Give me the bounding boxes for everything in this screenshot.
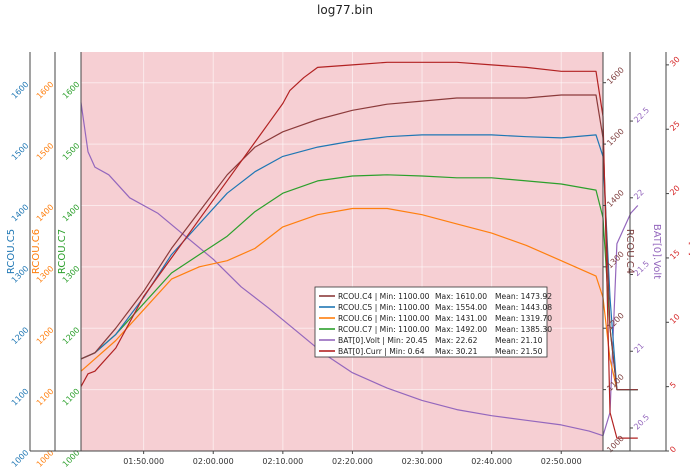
legend-max-3: Max: 1492.00 [435,325,487,334]
series-line-rcou-c6 [80,207,638,391]
tick-label-c4-4: 1400 [605,188,626,209]
axis-title-c7: RCOU.C7 [57,229,68,274]
chart-title: log77.bin [317,3,373,17]
tick-label-c6-5: 1500 [35,141,56,162]
tick-label-c7-4: 1400 [61,203,82,224]
tick-label-c6-6: 1600 [35,80,56,101]
tick-label-c5-1: 1100 [10,387,31,408]
tick-label-curr-2: 10 [668,312,682,326]
x-tick-label-0: 01:50.000 [123,457,164,466]
grid [81,52,603,452]
tick-label-volt-1: 21 [632,341,646,355]
axis-title-c6: RCOU.C6 [31,229,42,274]
tick-label-c7-6: 1600 [61,80,82,101]
legend[interactable]: RCOU.C4 | Min: 1100.00 Max: 1610.00 Mean: … [314,286,552,358]
legend-mean-0: Mean: 1473.92 [495,292,552,301]
tick-label-c4-5: 1500 [605,127,626,148]
tick-label-c7-2: 1200 [61,325,82,346]
tick-label-curr-3: 15 [668,248,682,262]
legend-max-5: Max: 30.21 [435,347,478,356]
tick-label-c5-5: 1500 [10,141,31,162]
tick-label-c5-4: 1400 [10,203,31,224]
tick-label-c5-0: 1000 [10,448,31,468]
series-line-rcou-c7 [80,174,638,391]
legend-max-1: Max: 1554.00 [435,303,487,312]
legend-label-1: RCOU.C5 | Min: 1100.00 [338,303,430,312]
tick-label-curr-0: 0 [668,445,678,455]
tick-label-curr-5: 25 [668,119,682,133]
legend-label-0: RCOU.C4 | Min: 1100.00 [338,292,430,301]
tick-label-c5-2: 1200 [10,325,31,346]
tick-label-c4-6: 1600 [605,65,626,86]
legend-label-3: RCOU.C7 | Min: 1100.00 [338,325,430,334]
tick-label-volt-3: 22 [632,188,646,202]
series-line-bat-0-curr [80,61,638,439]
x-tick-label-4: 02:30.000 [402,457,443,466]
x-axis: 01:50.000 02:00.000 02:10.000 02:20.000 02:3… [30,450,666,466]
legend-max-2: Max: 1431.00 [435,314,487,323]
legend-mean-3: Mean: 1385.30 [495,325,552,334]
tick-label-curr-4: 20 [668,184,682,198]
axis-title-c5: RCOU.C5 [6,229,17,274]
tick-label-c6-1: 1100 [35,387,56,408]
legend-mean-5: Mean: 21.50 [495,347,543,356]
x-tick-label-3: 02:20.000 [332,457,373,466]
legend-label-5: BAT[0].Curr | Min: 0.64 [338,347,425,356]
tick-label-c5-6: 1600 [10,80,31,101]
axis-title-volt: BAT[0].Volt [651,224,662,279]
legend-box [314,286,548,358]
tick-label-c6-4: 1400 [35,203,56,224]
x-tick-label-5: 02:40.000 [471,457,512,466]
legend-mean-2: Mean: 1319.70 [495,314,552,323]
axis-title-curr: BAT[0].Curr [687,223,690,282]
x-tick-label-2: 02:10.000 [262,457,303,466]
x-tick-label-6: 02:50.000 [541,457,582,466]
legend-max-4: Max: 22.62 [435,336,478,345]
tick-label-curr-1: 5 [668,380,678,390]
tick-label-volt-0: 20.5 [632,413,651,432]
legend-label-4: BAT[0].Volt | Min: 20.45 [338,336,428,345]
tick-label-c6-2: 1200 [35,325,56,346]
tick-label-volt-4: 22.5 [632,106,651,125]
legend-max-0: Max: 1610.00 [435,292,487,301]
legend-mean-1: Mean: 1443.08 [495,303,552,312]
legend-mean-4: Mean: 21.10 [495,336,543,345]
tick-label-c7-5: 1500 [61,141,82,162]
plot-area[interactable] [81,52,603,451]
x-tick-label-1: 02:00.000 [193,457,234,466]
legend-label-2: RCOU.C6 | Min: 1100.00 [338,314,430,323]
tick-label-c4-2: 1200 [605,311,626,332]
tick-label-c7-1: 1100 [61,387,82,408]
tick-label-curr-6: 30 [668,55,682,69]
